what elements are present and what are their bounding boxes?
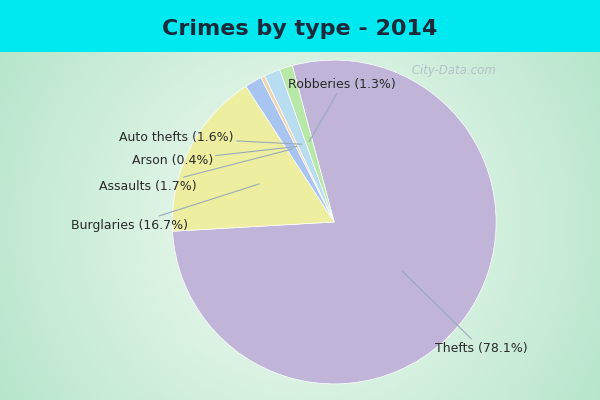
Wedge shape xyxy=(265,70,334,222)
Text: Auto thefts (1.6%): Auto thefts (1.6%) xyxy=(119,131,302,144)
Text: Crimes by type - 2014: Crimes by type - 2014 xyxy=(163,18,437,39)
Wedge shape xyxy=(280,66,334,222)
Wedge shape xyxy=(172,86,334,231)
Text: Thefts (78.1%): Thefts (78.1%) xyxy=(403,271,527,355)
Text: Robberies (1.3%): Robberies (1.3%) xyxy=(289,78,396,142)
Text: City-Data.com: City-Data.com xyxy=(408,64,496,77)
Wedge shape xyxy=(173,60,496,384)
Wedge shape xyxy=(261,76,334,222)
Wedge shape xyxy=(246,78,334,222)
Text: Burglaries (16.7%): Burglaries (16.7%) xyxy=(71,184,259,232)
Text: Assaults (1.7%): Assaults (1.7%) xyxy=(99,149,292,193)
Text: Arson (0.4%): Arson (0.4%) xyxy=(131,146,297,167)
